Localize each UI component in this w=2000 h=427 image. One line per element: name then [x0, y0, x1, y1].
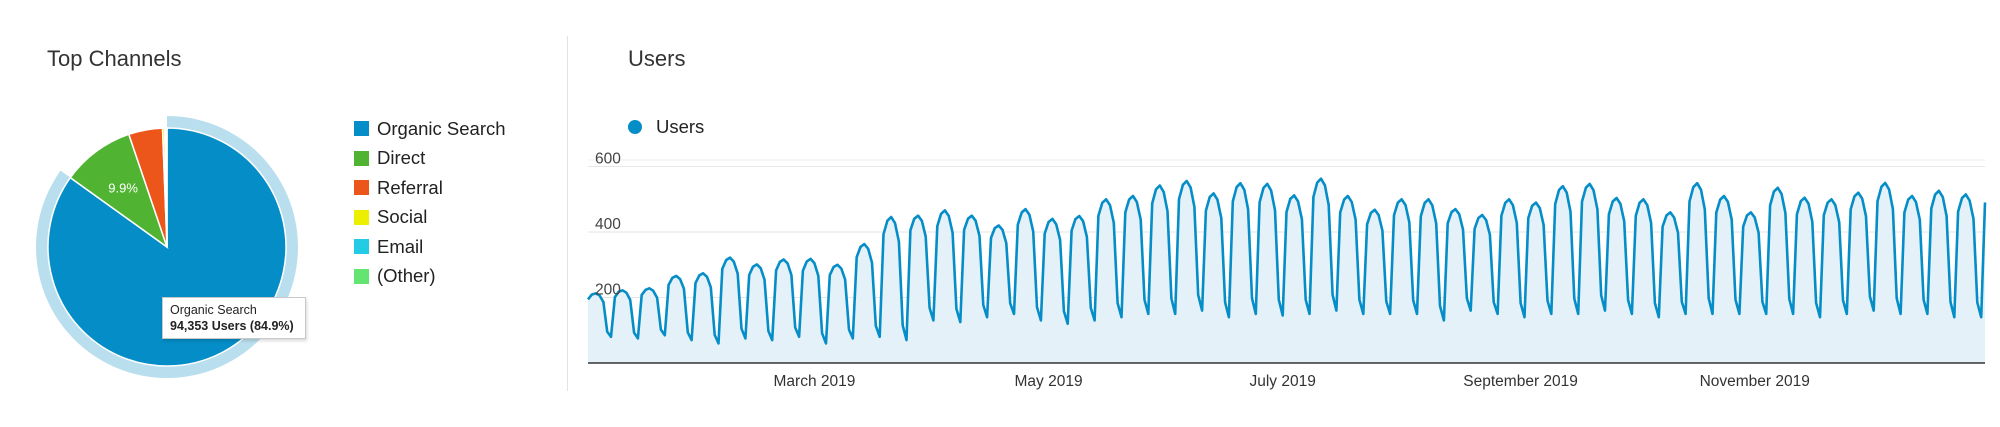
x-tick-label: March 2019 — [774, 373, 856, 390]
users-legend-label: Users — [656, 116, 705, 137]
legend-item-email[interactable]: Email — [354, 232, 506, 262]
legend-item-direct[interactable]: Direct — [354, 144, 506, 174]
users-series-line[interactable] — [586, 177, 1987, 345]
pie-slice-direct[interactable] — [69, 133, 169, 249]
pie-tooltip: Organic Search 94,353 Users (84.9%) — [162, 297, 306, 339]
legend-swatch — [354, 209, 369, 225]
y-tick-label: 600 — [595, 151, 621, 168]
top-channels-title: Top Channels — [47, 46, 182, 71]
legend-item-referral[interactable]: Referral — [354, 173, 506, 203]
users-title: Users — [628, 46, 686, 71]
x-tick-label: November 2019 — [1700, 373, 1810, 390]
legend-label: Email — [377, 235, 424, 257]
legend-swatch — [354, 150, 369, 166]
legend-swatch — [354, 268, 369, 284]
legend-swatch — [354, 121, 369, 137]
legend-swatch — [354, 239, 369, 255]
y-tick-label: 200 — [595, 282, 621, 299]
legend-label: Referral — [377, 176, 443, 198]
top-channels-panel: Top Channels 9.9% Organic Search Direct Re… — [0, 0, 568, 427]
tooltip-value: 94,353 Users (84.9%) — [170, 319, 294, 333]
legend-swatch — [354, 180, 369, 196]
y-tick-label: 400 — [595, 216, 621, 233]
users-legend[interactable]: Users — [628, 116, 704, 138]
x-tick-label: September 2019 — [1463, 373, 1578, 390]
top-channels-legend: Organic Search Direct Referral Social Email (… — [354, 114, 506, 291]
legend-item-organic-search[interactable]: Organic Search — [354, 114, 506, 144]
pie-slice-other[interactable] — [165, 127, 168, 248]
tooltip-channel: Organic Search — [170, 303, 257, 317]
pie-slice-label: 9.9% — [108, 181, 138, 196]
legend-label: Direct — [377, 147, 426, 169]
legend-label: (Other) — [377, 265, 436, 287]
x-tick-label: July 2019 — [1249, 373, 1315, 390]
x-tick-label: May 2019 — [1015, 373, 1083, 390]
legend-item-social[interactable]: Social — [354, 203, 506, 233]
panel-divider — [567, 36, 568, 391]
legend-label: Social — [377, 206, 428, 228]
legend-label: Organic Search — [377, 117, 506, 139]
users-legend-dot-icon — [628, 120, 642, 134]
legend-item-other[interactable]: (Other) — [354, 262, 506, 292]
